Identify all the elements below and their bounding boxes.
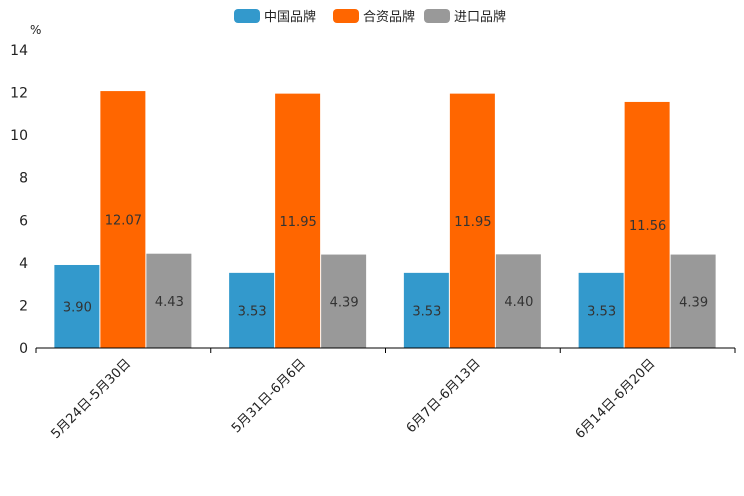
- bar-imported-brand: [146, 253, 192, 348]
- legend-label: 进口品牌: [454, 9, 506, 25]
- bar-china-brand: [54, 264, 100, 348]
- bar-value-label: 12.07: [105, 214, 142, 229]
- x-category-label: 5月31日-6月6日: [229, 356, 309, 436]
- bar-value-label: 11.95: [280, 215, 317, 230]
- bar-china-brand: [403, 272, 449, 348]
- y-tick-label: 0: [19, 341, 28, 357]
- bar-joint-venture-brand: [449, 93, 495, 348]
- y-tick-label: 8: [19, 171, 28, 187]
- bar-value-label: 11.95: [454, 215, 491, 230]
- bar-value-label: 3.53: [587, 304, 616, 319]
- y-tick-label: 10: [10, 128, 28, 144]
- bar-value-label: 4.40: [504, 295, 533, 310]
- x-category-label: 6月7日-6月13日: [404, 356, 484, 436]
- y-tick-label: 14: [10, 43, 28, 59]
- y-tick-label: 6: [19, 213, 28, 229]
- x-category-label: 6月14日-6月20日: [573, 356, 659, 442]
- bar-china-brand: [229, 272, 275, 348]
- y-tick-label: 12: [10, 86, 28, 102]
- y-axis: 0 2 4 6 8 10 12 14: [10, 43, 28, 357]
- legend-label: 中国品牌: [264, 9, 316, 25]
- bar-value-label: 3.90: [63, 300, 92, 315]
- bar-joint-venture-brand: [624, 101, 670, 349]
- bar-joint-venture-brand: [275, 93, 321, 348]
- legend-swatch: [234, 9, 260, 23]
- bar-imported-brand: [495, 254, 541, 348]
- bar-value-label: 3.53: [238, 304, 267, 319]
- legend-label: 合资品牌: [363, 9, 415, 25]
- bar-value-labels: 3.90 12.07 4.43 3.53 11.95 4.39 3.53 11.95 4.40 3…: [63, 214, 708, 320]
- x-category-label: 5月24日-5月30日: [48, 356, 134, 442]
- bar-china-brand: [578, 272, 624, 348]
- bar-value-label: 3.53: [412, 304, 441, 319]
- y-axis-unit-label: %: [30, 23, 41, 37]
- bar-joint-venture-brand: [100, 91, 146, 349]
- bar-value-label: 4.43: [155, 295, 184, 310]
- legend-swatch: [333, 9, 359, 23]
- bar-imported-brand: [670, 254, 716, 348]
- bar-imported-brand: [321, 254, 367, 348]
- legend-swatch: [424, 9, 450, 23]
- y-tick-label: 4: [19, 256, 28, 272]
- y-tick-label: 2: [19, 298, 28, 314]
- legend: 中国品牌 合资品牌 进口品牌: [234, 9, 506, 25]
- bar-value-label: 4.39: [679, 295, 708, 310]
- bars: [54, 91, 716, 349]
- bar-value-label: 11.56: [629, 219, 666, 234]
- x-axis: 5月24日-5月30日 5月31日-6月6日 6月7日-6月13日 6月14日-6月2…: [35, 348, 736, 442]
- bar-value-label: 4.39: [330, 295, 359, 310]
